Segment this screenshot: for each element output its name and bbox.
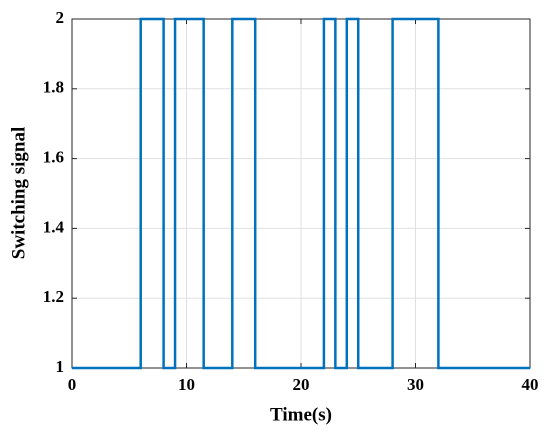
x-tick-label: 0 — [68, 375, 77, 394]
signal-line — [72, 17, 530, 370]
x-tick-label: 10 — [178, 375, 195, 394]
x-tick-label: 30 — [407, 375, 424, 394]
y-tick-label: 1.4 — [43, 217, 65, 236]
y-tick-label: 1 — [56, 357, 65, 376]
x-tick-label: 40 — [522, 375, 539, 394]
y-tick-label: 1.2 — [43, 287, 64, 306]
y-tick-label: 1.6 — [43, 148, 64, 167]
x-axis-label: Time(s) — [270, 404, 332, 425]
y-axis-label: Switching signal — [8, 127, 29, 260]
x-tick-label: 20 — [293, 375, 310, 394]
y-tick-label: 1.8 — [43, 78, 64, 97]
y-tick-label: 2 — [56, 8, 65, 27]
